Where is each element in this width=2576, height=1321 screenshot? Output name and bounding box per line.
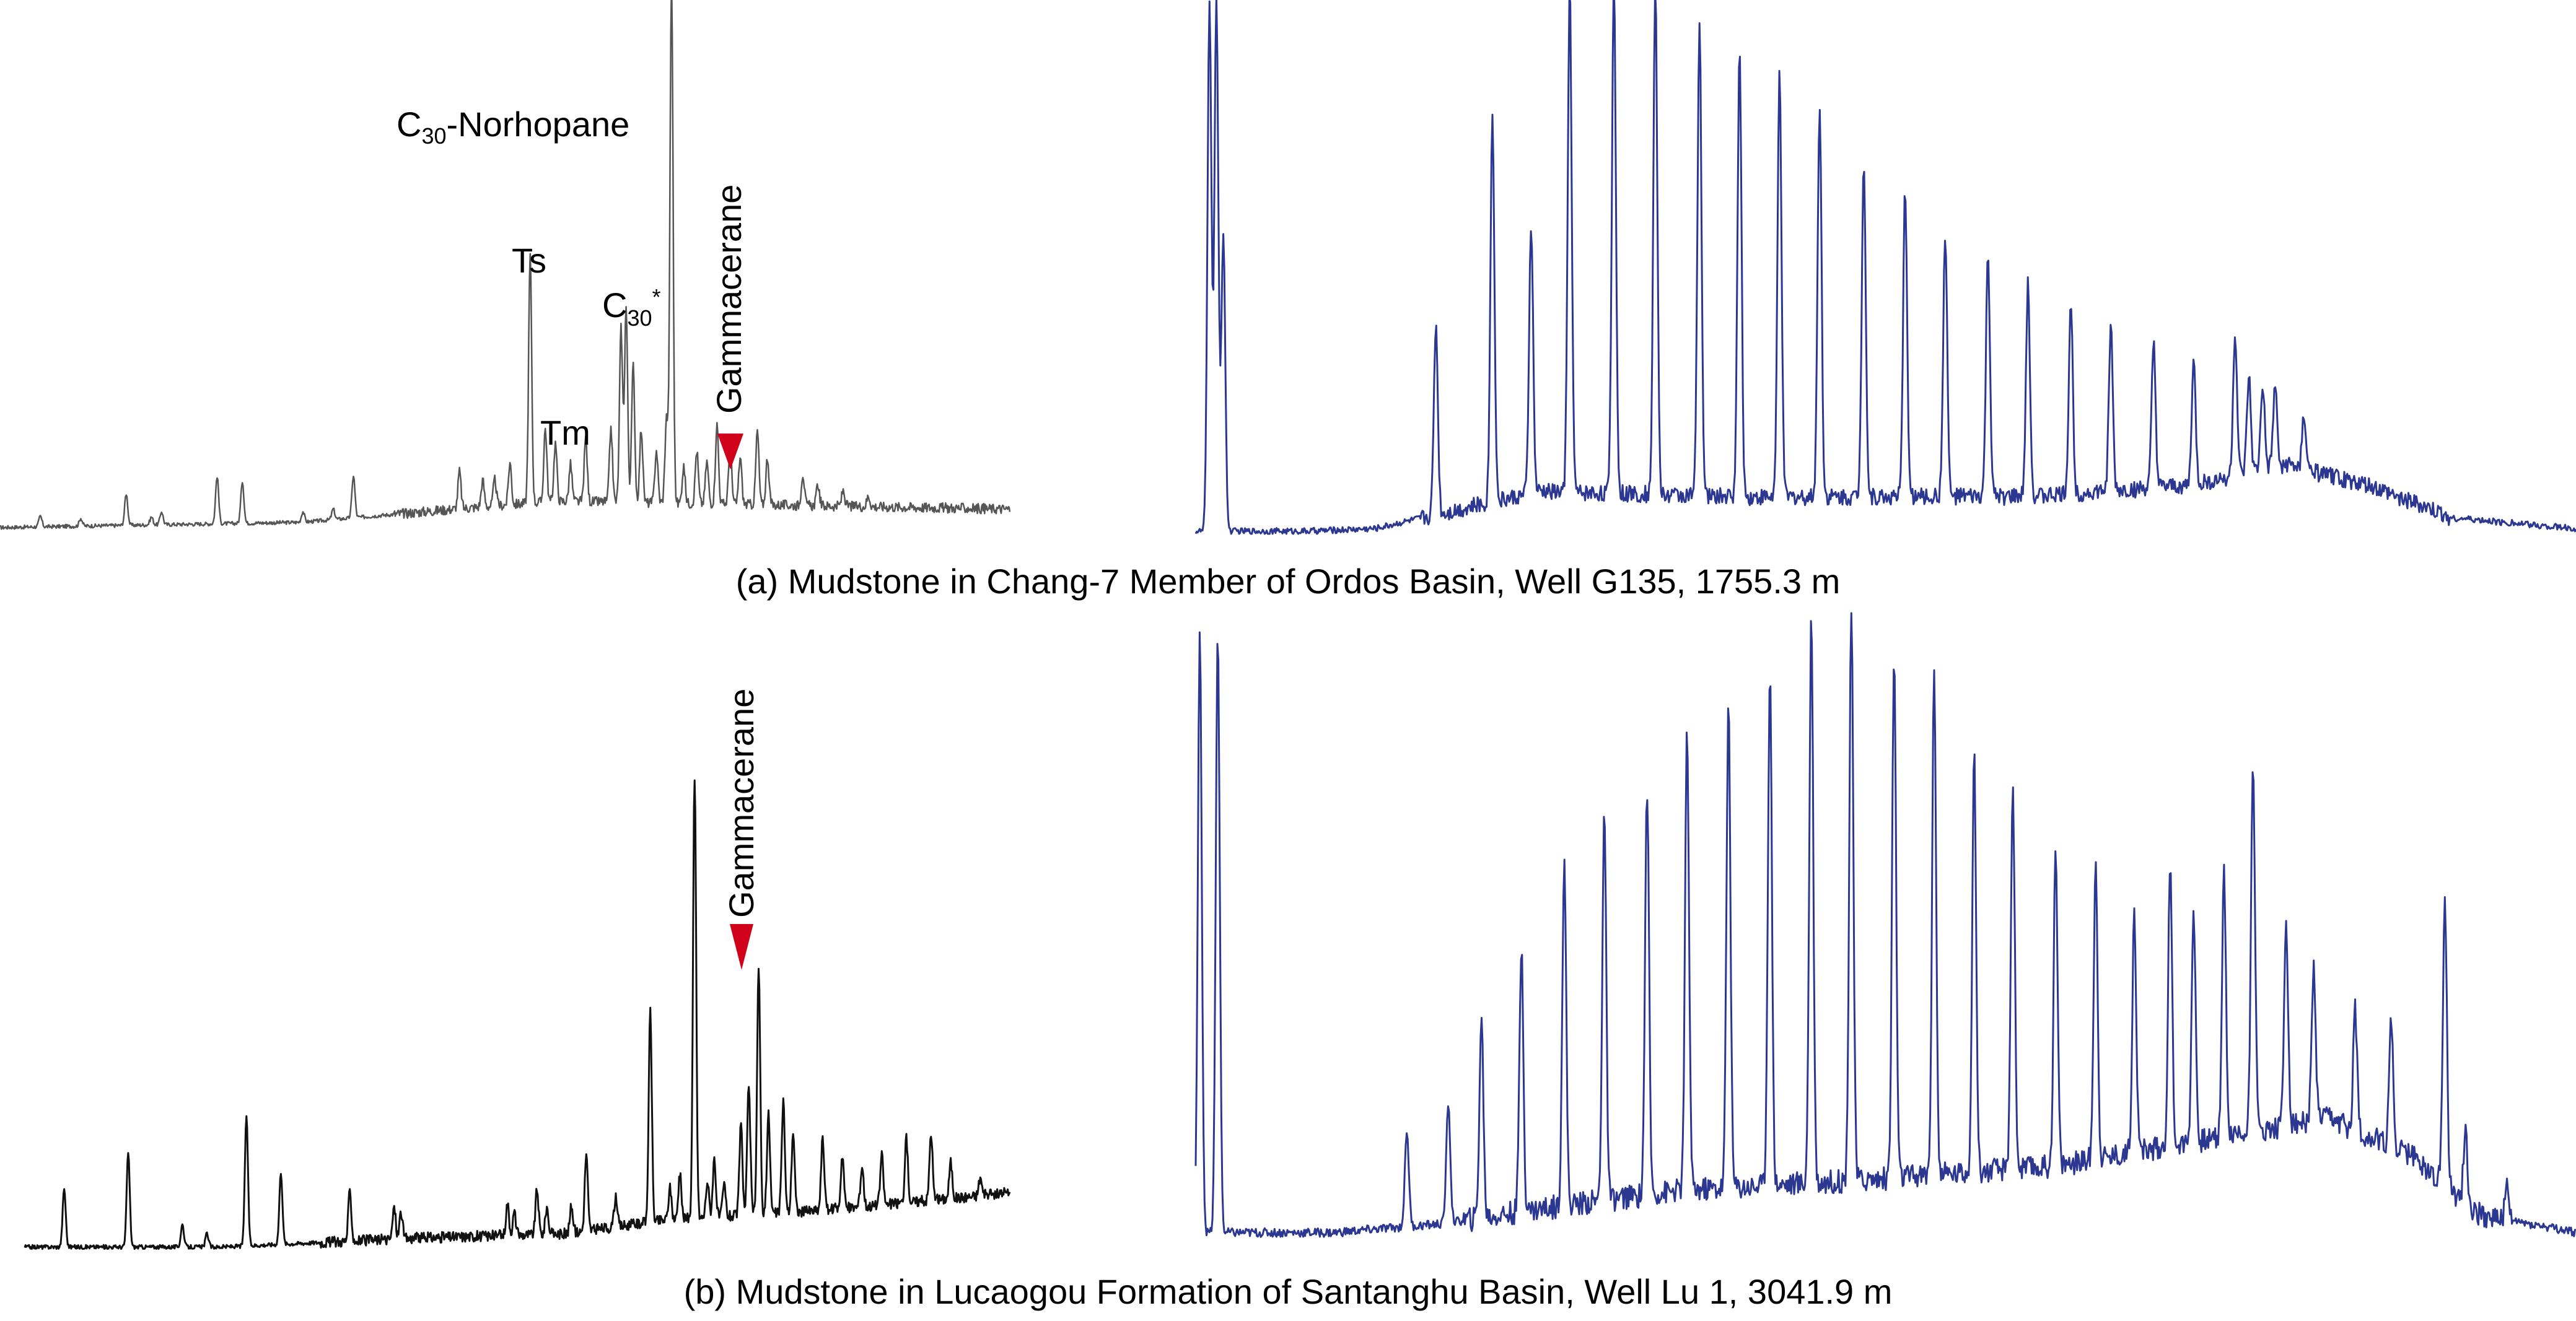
peak-a-left-35	[802, 473, 804, 475]
chromatogram-a-right	[1194, 0, 2576, 535]
peak-b-right-9	[1769, 668, 1771, 670]
peak-a-right-7	[1738, 50, 1741, 52]
gammacerane-label-b: Gammacerane	[722, 689, 761, 918]
peak-b-right-31	[1217, 630, 1219, 633]
peak-a-left-23	[640, 428, 642, 430]
peak-b-right-15	[2012, 783, 2014, 786]
peak-b-right-1	[1447, 1102, 1450, 1104]
peak-b-right-12	[1893, 654, 1895, 656]
c30-norhopane-label: C30-Norhopane	[396, 105, 629, 149]
peak-a-right-19	[2234, 331, 2236, 334]
gammacerane-marker-b	[730, 924, 753, 970]
peak-b-right-5	[1603, 809, 1606, 811]
peak-a-left-5	[216, 475, 218, 477]
peak-b-right-27	[2443, 889, 2446, 891]
tm-label: Tm	[540, 413, 590, 452]
panel-a-annotations: C30-Norhopane Ts Tm C30* Gammacerane	[396, 105, 748, 469]
peak-b-left-19	[693, 766, 696, 769]
trace-line-b-right	[1194, 612, 2576, 1238]
gammacerane-marker-a	[717, 434, 743, 469]
caption-b: (b) Mudstone in Lucaogou Formation of Sa…	[684, 1272, 1893, 1311]
trace-line-a-left	[0, 0, 1011, 530]
caption-a: (a) Mudstone in Chang-7 Member of Ordos …	[736, 562, 1840, 601]
chromatogram-b-right	[1194, 596, 2576, 1238]
peak-b-right-11	[1850, 596, 1852, 599]
peak-a-right-21	[2261, 384, 2264, 386]
peak-b-right-22	[2252, 752, 2254, 754]
peak-a-right-9	[1818, 103, 1821, 105]
peak-a-right-15	[2070, 302, 2072, 304]
chromatogram-a-left	[0, 0, 1011, 530]
peak-a-right-0	[1435, 322, 1437, 325]
peak-b-left-31	[861, 1164, 864, 1167]
c30-star-label: C30*	[602, 284, 661, 331]
gammacerane-label-a: Gammacerane	[709, 185, 748, 414]
peak-b-right-0	[1406, 1130, 1408, 1132]
peak-a-right-11	[1904, 188, 1906, 190]
trace-line-a-right	[1194, 0, 2576, 535]
peak-b-right-10	[1810, 611, 1813, 614]
peak-a-right-13	[1987, 251, 1989, 254]
ts-label: Ts	[512, 241, 546, 280]
peak-a-left-34	[766, 456, 769, 459]
peak-b-left-24	[748, 1083, 750, 1085]
peak-b-left-25	[758, 965, 760, 967]
panel-b-annotations: Gammacerane	[722, 689, 761, 970]
peak-b-left-28	[792, 1130, 794, 1132]
peak-a-right-12	[1944, 230, 1947, 233]
chart-layer	[0, 0, 2576, 1250]
peak-b-left-30	[841, 1153, 844, 1156]
peak-b-right-8	[1727, 700, 1730, 702]
peak-a-right-10	[1862, 156, 1865, 159]
peak-b-right-3	[1520, 946, 1523, 949]
peak-b-right-19	[2169, 868, 2171, 871]
trace-line-b-left	[24, 779, 1011, 1250]
peak-b-right-6	[1646, 785, 1649, 788]
peak-a-right-2	[1530, 222, 1532, 224]
peak-b-left-34	[930, 1131, 932, 1134]
peak-b-right-20	[2193, 906, 2195, 909]
chromatogram-b-left	[24, 766, 1011, 1250]
peak-b-left-20	[706, 1180, 709, 1182]
